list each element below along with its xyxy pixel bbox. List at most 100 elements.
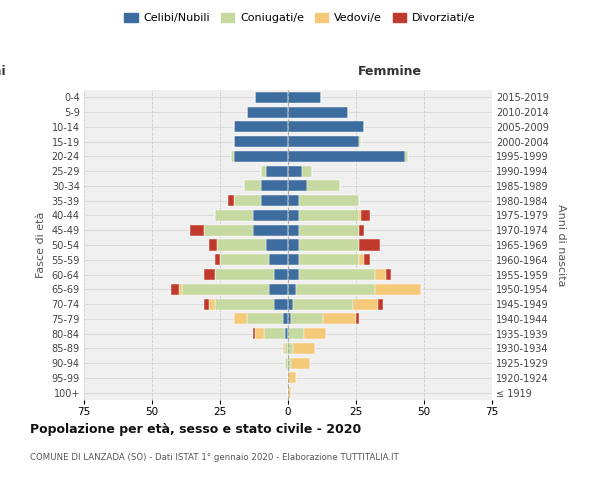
Bar	[203, 298, 209, 310]
Bar	[256, 328, 263, 339]
Bar	[231, 151, 233, 162]
Bar	[359, 240, 380, 250]
Bar	[203, 269, 215, 280]
Bar	[253, 224, 288, 236]
Bar	[288, 92, 320, 103]
Bar	[215, 210, 253, 221]
Bar	[182, 284, 269, 295]
Bar	[304, 328, 326, 339]
Bar	[288, 284, 296, 295]
Bar	[323, 314, 356, 324]
Bar	[263, 328, 285, 339]
Bar	[233, 136, 288, 147]
Bar	[253, 210, 288, 221]
Bar	[171, 284, 179, 295]
Bar	[288, 224, 299, 236]
Bar	[359, 136, 361, 147]
Bar	[261, 166, 266, 176]
Text: Femmine: Femmine	[358, 64, 422, 78]
Bar	[269, 254, 288, 266]
Bar	[288, 372, 296, 384]
Bar	[293, 298, 353, 310]
Y-axis label: Fasce di età: Fasce di età	[36, 212, 46, 278]
Bar	[288, 106, 348, 118]
Bar	[288, 314, 291, 324]
Bar	[353, 298, 378, 310]
Bar	[190, 224, 203, 236]
Text: Maschi: Maschi	[0, 64, 7, 78]
Bar	[359, 254, 364, 266]
Bar	[215, 298, 274, 310]
Bar	[288, 254, 299, 266]
Bar	[253, 328, 256, 339]
Bar	[288, 358, 291, 368]
Bar	[215, 254, 220, 266]
Bar	[228, 195, 233, 206]
Bar	[266, 240, 288, 250]
Bar	[285, 328, 288, 339]
Bar	[299, 224, 359, 236]
Bar	[217, 240, 266, 250]
Bar	[203, 224, 253, 236]
Bar	[288, 210, 299, 221]
Bar	[361, 210, 370, 221]
Bar	[247, 106, 288, 118]
Bar	[299, 240, 359, 250]
Bar	[288, 387, 291, 398]
Bar	[288, 269, 299, 280]
Bar	[269, 284, 288, 295]
Bar	[261, 180, 288, 192]
Bar	[302, 166, 313, 176]
Bar	[220, 254, 269, 266]
Bar	[233, 151, 288, 162]
Bar	[288, 122, 364, 132]
Bar	[288, 298, 293, 310]
Bar	[233, 314, 247, 324]
Bar	[288, 180, 307, 192]
Bar	[209, 298, 215, 310]
Y-axis label: Anni di nascita: Anni di nascita	[556, 204, 566, 286]
Bar	[233, 195, 261, 206]
Bar	[288, 166, 302, 176]
Text: Popolazione per età, sesso e stato civile - 2020: Popolazione per età, sesso e stato civil…	[30, 422, 361, 436]
Bar	[261, 195, 288, 206]
Bar	[215, 269, 274, 280]
Bar	[299, 269, 375, 280]
Bar	[288, 343, 293, 354]
Bar	[307, 180, 340, 192]
Bar	[291, 314, 323, 324]
Bar	[274, 269, 288, 280]
Bar	[293, 343, 315, 354]
Bar	[288, 151, 405, 162]
Bar	[179, 284, 182, 295]
Bar	[296, 284, 375, 295]
Bar	[299, 195, 359, 206]
Bar	[274, 298, 288, 310]
Bar	[288, 240, 299, 250]
Bar	[288, 328, 304, 339]
Bar	[356, 314, 359, 324]
Bar	[256, 92, 288, 103]
Text: COMUNE DI LANZADA (SO) - Dati ISTAT 1° gennaio 2020 - Elaborazione TUTTITALIA.IT: COMUNE DI LANZADA (SO) - Dati ISTAT 1° g…	[30, 452, 399, 462]
Bar	[386, 269, 391, 280]
Bar	[209, 240, 217, 250]
Bar	[244, 180, 261, 192]
Bar	[375, 269, 386, 280]
Bar	[288, 195, 299, 206]
Bar	[364, 254, 370, 266]
Bar	[283, 314, 288, 324]
Bar	[266, 166, 288, 176]
Bar	[285, 343, 288, 354]
Legend: Celibi/Nubili, Coniugati/e, Vedovi/e, Divorziati/e: Celibi/Nubili, Coniugati/e, Vedovi/e, Di…	[120, 8, 480, 28]
Bar	[233, 122, 288, 132]
Bar	[378, 298, 383, 310]
Bar	[359, 224, 364, 236]
Bar	[283, 343, 285, 354]
Bar	[288, 136, 359, 147]
Bar	[359, 210, 361, 221]
Bar	[375, 284, 421, 295]
Bar	[299, 210, 359, 221]
Bar	[405, 151, 407, 162]
Bar	[247, 314, 283, 324]
Bar	[299, 254, 359, 266]
